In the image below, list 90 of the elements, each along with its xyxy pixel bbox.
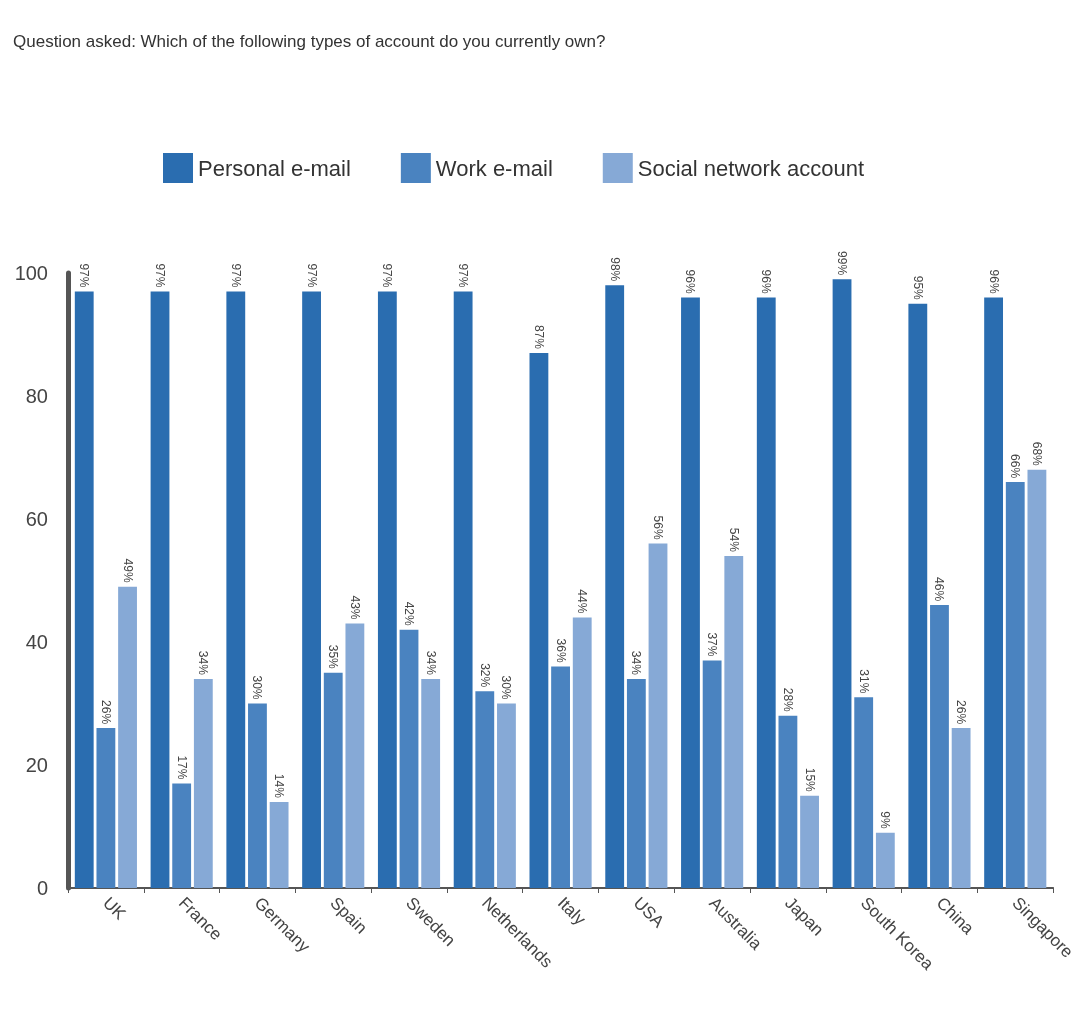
data-label: 37%	[705, 632, 720, 657]
data-label: 49%	[120, 558, 135, 583]
bar	[681, 297, 700, 888]
data-label: 30%	[499, 675, 514, 700]
data-label: 34%	[196, 650, 211, 676]
bar	[421, 678, 441, 888]
bar	[172, 783, 192, 888]
bar	[475, 691, 495, 888]
bar	[951, 728, 971, 888]
bar	[1027, 469, 1047, 888]
data-label: 46%	[932, 577, 947, 602]
data-label: 30%	[250, 675, 265, 700]
bar	[96, 728, 116, 888]
legend-label: Personal e-mail	[198, 155, 351, 181]
bar	[248, 703, 267, 888]
bar	[930, 605, 949, 888]
data-label: 36%	[553, 638, 568, 663]
bar	[648, 543, 668, 888]
bar	[832, 279, 852, 888]
bar	[724, 555, 744, 888]
bar	[984, 297, 1004, 888]
legend-label: Work e-mail	[435, 155, 553, 181]
bar	[1005, 482, 1025, 888]
data-label: 43%	[347, 595, 362, 620]
data-label: 26%	[954, 700, 969, 725]
data-label: 34%	[629, 650, 644, 676]
bar	[323, 672, 343, 888]
data-label: 42%	[402, 601, 417, 627]
bar	[345, 623, 365, 888]
data-label: 9%	[878, 811, 893, 829]
data-label: 34%	[423, 650, 438, 676]
bar	[702, 660, 722, 888]
bar	[572, 617, 592, 888]
y-tick-label: 100	[14, 262, 48, 284]
data-label: 15%	[802, 767, 817, 793]
bar	[453, 291, 473, 888]
bar	[800, 795, 819, 888]
data-label: 97%	[380, 263, 395, 288]
bar	[875, 832, 895, 888]
y-tick-label: 60	[25, 508, 48, 530]
data-label: 96%	[683, 269, 698, 294]
data-label: 17%	[174, 755, 189, 780]
bar	[377, 291, 397, 888]
bar	[605, 285, 625, 888]
bar	[854, 697, 874, 888]
y-tick-label: 40	[25, 631, 48, 653]
data-label: 98%	[607, 257, 622, 282]
bar	[778, 715, 798, 888]
data-label: 95%	[910, 275, 925, 301]
data-label: 44%	[575, 589, 590, 614]
data-label: 28%	[780, 687, 795, 713]
data-label: 96%	[986, 269, 1001, 294]
data-label: 14%	[272, 773, 287, 799]
data-label: 96%	[759, 269, 774, 294]
y-tick-label: 20	[25, 754, 48, 776]
data-label: 54%	[726, 527, 741, 553]
data-label: 97%	[228, 263, 243, 288]
bar	[756, 297, 776, 888]
legend-label: Social network account	[637, 155, 865, 181]
data-label: 26%	[98, 700, 113, 725]
bar	[226, 291, 246, 888]
bar	[269, 801, 289, 888]
x-tick-label: UK	[99, 893, 130, 924]
bar	[551, 666, 570, 888]
bar	[529, 352, 549, 888]
chart-title: Question asked: Which of the following types of account do you currently own?	[13, 32, 606, 51]
bar	[497, 703, 516, 888]
data-label: 32%	[477, 663, 492, 688]
data-label: 97%	[153, 263, 168, 288]
x-tick-label: Italy	[553, 893, 590, 930]
bar	[193, 678, 213, 888]
bar	[150, 291, 170, 888]
data-label: 97%	[77, 263, 92, 288]
data-label: 66%	[1008, 454, 1023, 479]
y-tick-label: 80	[25, 385, 48, 407]
data-label: 68%	[1029, 441, 1044, 467]
data-label: 97%	[304, 263, 319, 288]
bar	[74, 291, 94, 888]
bar	[302, 291, 321, 888]
data-label: 87%	[531, 324, 546, 350]
y-tick-label: 0	[36, 877, 48, 899]
bar	[399, 629, 419, 888]
data-label: 35%	[326, 644, 341, 670]
bar	[118, 586, 137, 888]
bar	[908, 303, 928, 888]
bar	[626, 678, 646, 888]
data-label: 99%	[835, 251, 850, 276]
data-label: 56%	[651, 515, 666, 540]
data-label: 97%	[456, 263, 471, 288]
data-label: 31%	[856, 669, 871, 694]
